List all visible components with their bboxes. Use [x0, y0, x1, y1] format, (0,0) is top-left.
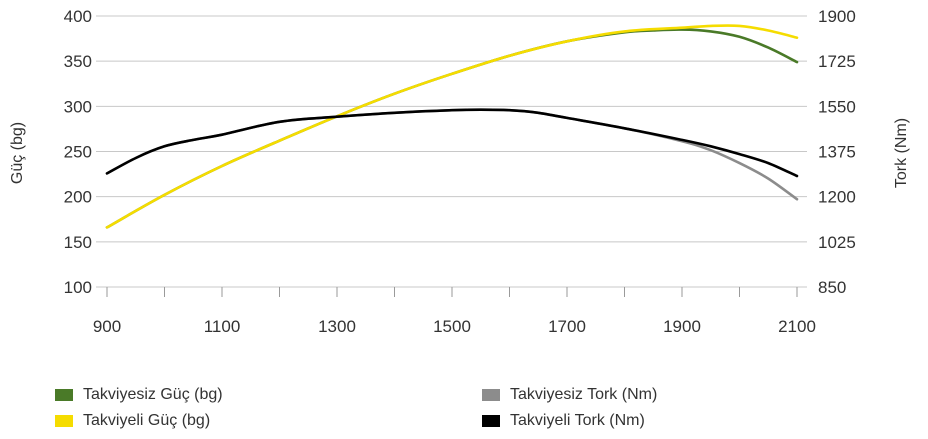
axes: 100 850 150 1025 200 1200 250 1375 300 1550 350 172…: [64, 7, 856, 336]
legend-item-takviyesiz-guc: Takviyesiz Güç (bg): [55, 386, 223, 404]
y-left-tick-label: 400: [64, 7, 92, 26]
y-left-tick-label: 250: [64, 143, 92, 162]
legend-label: Takviyeli Tork (Nm): [510, 412, 645, 429]
legend-swatch: [55, 389, 73, 401]
legend-item-takviyeli-guc: Takviyeli Güç (bg): [55, 412, 210, 430]
legend-label: Takviyesiz Güç (bg): [83, 386, 223, 403]
y-right-tick-label: 1025: [818, 233, 856, 252]
legend-item-takviyesiz-tork: Takviyesiz Tork (Nm): [482, 386, 657, 404]
y-right-tick-label: 1375: [818, 143, 856, 162]
series-line-takviyeli-güç-bg: [105, 24, 799, 229]
x-tick-label: 2100: [778, 317, 816, 336]
legend-item-takviyeli-tork: Takviyeli Tork (Nm): [482, 412, 645, 430]
y-left-tick-label: 100: [64, 278, 92, 297]
x-tick-label: 1700: [548, 317, 586, 336]
x-tick-label: 1100: [204, 317, 241, 336]
y-right-tick-label: 1900: [818, 7, 856, 26]
series-line-takviyesiz-tork-nm: [105, 108, 799, 201]
y-right-tick-label: 1725: [818, 52, 856, 71]
y-left-tick-label: 200: [64, 188, 92, 207]
y-right-tick-label: 1550: [818, 97, 856, 116]
legend-swatch: [482, 389, 500, 401]
y-right-tick-label: 850: [818, 278, 846, 297]
y-left-tick-label: 350: [64, 52, 92, 71]
series-line-takviyeli-tork-nm: [105, 108, 799, 178]
x-tick-label: 900: [93, 317, 121, 336]
y-left-tick-label: 150: [64, 233, 92, 252]
legend-swatch: [55, 415, 73, 427]
legend-label: Takviyeli Güç (bg): [83, 412, 211, 429]
grid-lines: [96, 15, 807, 288]
y-left-tick-label: 300: [64, 97, 92, 116]
y-axis-right-label: Tork (Nm): [893, 118, 910, 188]
y-right-tick-label: 1200: [818, 188, 856, 207]
x-tick-label: 1900: [663, 317, 701, 336]
legend-label: Takviyesiz Tork (Nm): [510, 386, 658, 403]
x-tick-label: 1300: [318, 317, 356, 336]
x-tick-label: 1500: [433, 317, 471, 336]
legend-swatch: [482, 415, 500, 427]
series-line-takviyesiz-güç-bg: [105, 28, 799, 229]
series-lines: [105, 24, 799, 229]
power-torque-chart: 100 850 150 1025 200 1200 250 1375 300 1550 350 172…: [9, 7, 910, 336]
y-axis-left-label: Güç (bg): [9, 122, 26, 184]
